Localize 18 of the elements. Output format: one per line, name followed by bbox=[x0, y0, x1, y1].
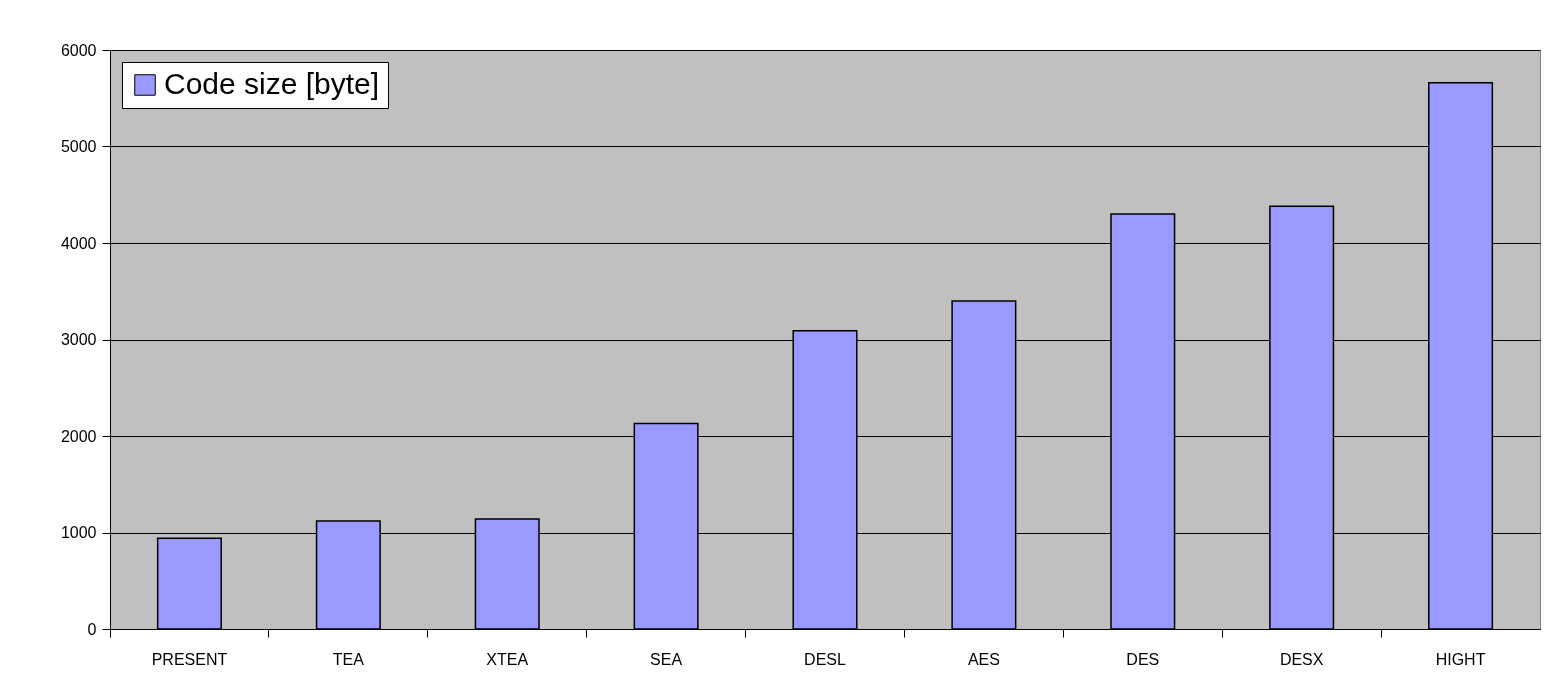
x-tick-label: DESX bbox=[1279, 650, 1324, 668]
bar bbox=[156, 537, 222, 630]
x-tick-label: DES bbox=[1126, 650, 1160, 668]
x-tick-label: AES bbox=[967, 650, 1000, 668]
y-tick-label: 4000 bbox=[60, 234, 97, 252]
x-tick-label: SEA bbox=[650, 650, 683, 668]
y-tick-label: 6000 bbox=[60, 41, 97, 59]
y-tick-label: 2000 bbox=[60, 427, 97, 445]
y-tick-label: 1000 bbox=[60, 524, 97, 541]
y-tick-label: 0 bbox=[87, 620, 97, 638]
x-tick-label: PRESENT bbox=[151, 650, 228, 668]
x-tick-label: TEA bbox=[332, 650, 365, 668]
x-tick-label: DESL bbox=[804, 650, 846, 668]
x-tick-label: XTEA bbox=[486, 650, 529, 668]
x-tick-label: HIGHT bbox=[1435, 650, 1486, 668]
y-tick-label: 5000 bbox=[60, 138, 97, 155]
y-tick-label: 3000 bbox=[60, 331, 97, 348]
legend-label: Code size [byte] bbox=[164, 67, 380, 100]
